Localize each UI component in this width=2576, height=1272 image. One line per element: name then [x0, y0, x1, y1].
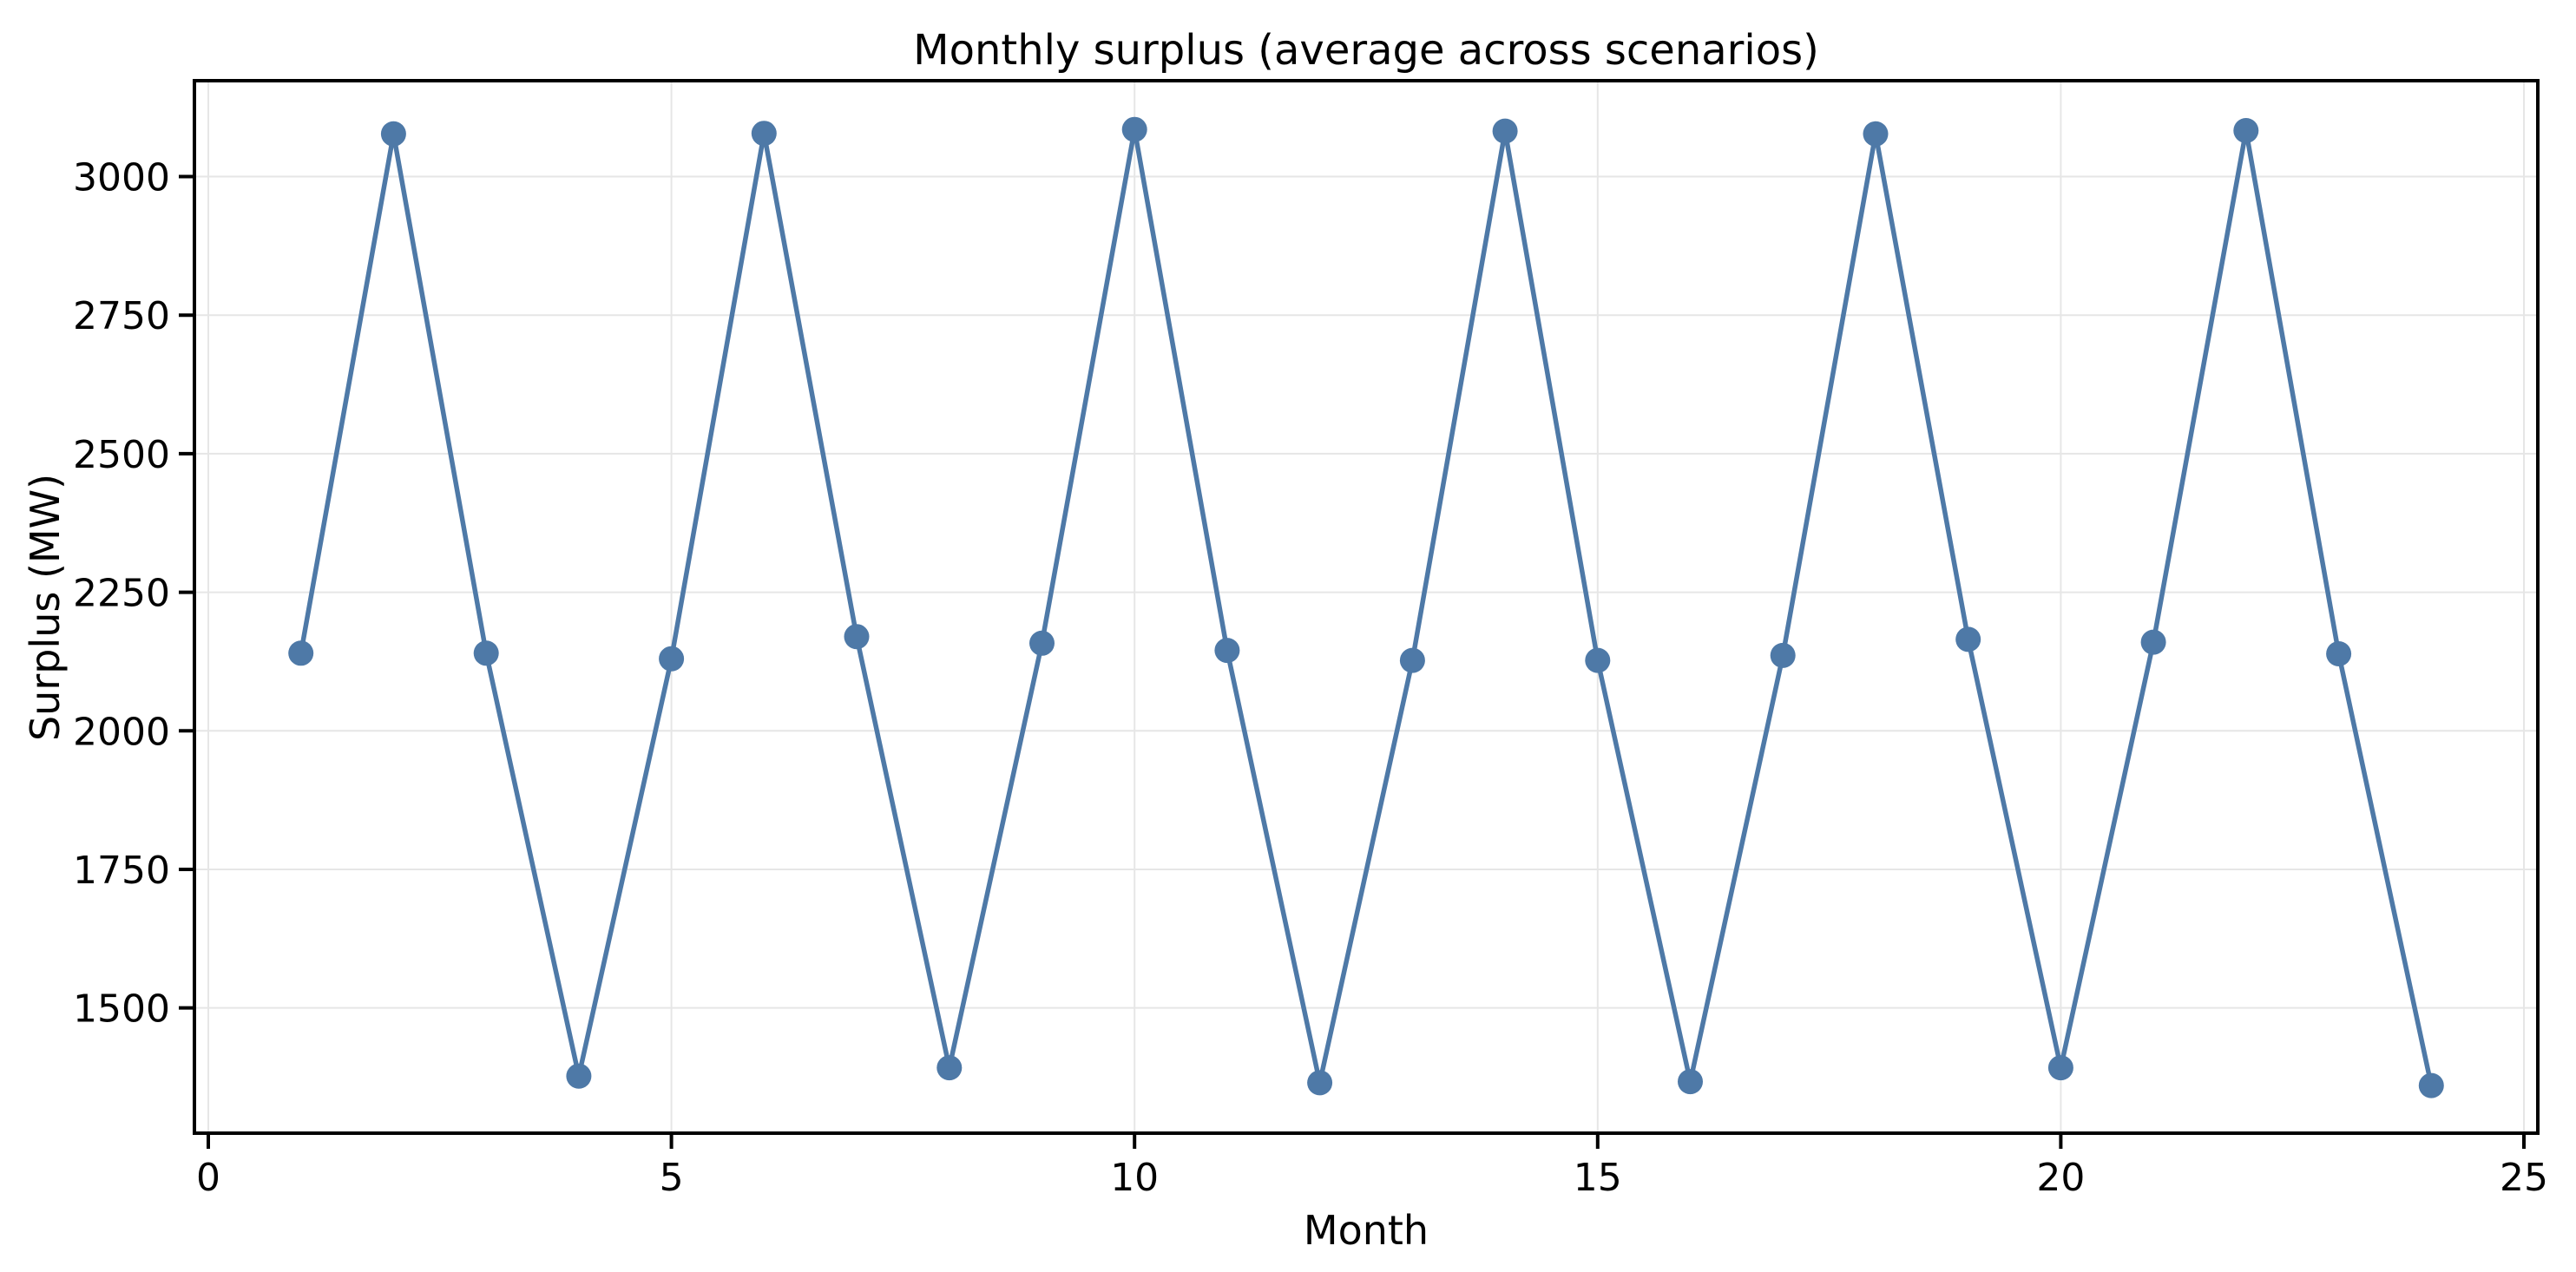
x-tick-label-10: 10 [1110, 1156, 1159, 1200]
y-tick-labels: 1500 1750 2000 2250 2500 2750 3000 [73, 156, 170, 1032]
data-point-month-2 [380, 121, 406, 147]
data-point-month-5 [659, 646, 685, 672]
data-point-month-4 [566, 1063, 592, 1089]
x-tick-labels: 0 5 10 15 20 25 [196, 1156, 2548, 1200]
data-point-month-10 [1121, 116, 1147, 142]
y-axis-label: Surplus (MW) [22, 474, 69, 741]
data-point-month-22 [2233, 118, 2259, 143]
data-point-month-18 [1863, 121, 1889, 147]
data-point-month-1 [288, 640, 314, 666]
y-tick-label-1500: 1500 [73, 987, 170, 1032]
x-axis-ticks [207, 1133, 2526, 1149]
data-point-month-16 [1678, 1069, 1703, 1095]
data-point-month-12 [1307, 1070, 1333, 1096]
data-point-month-8 [936, 1055, 963, 1081]
vertical-gridlines [207, 81, 2525, 1133]
series-line [298, 127, 2435, 1088]
y-tick-label-2250: 2250 [73, 572, 170, 616]
horizontal-gridlines [194, 175, 2538, 1009]
data-point-month-15 [1585, 647, 1611, 673]
data-point-month-13 [1399, 647, 1425, 673]
plot-border [193, 79, 2540, 1135]
y-tick-label-1750: 1750 [73, 849, 170, 893]
data-point-month-24 [2418, 1072, 2444, 1098]
data-point-month-23 [2326, 641, 2352, 666]
y-tick-label-2750: 2750 [73, 294, 170, 338]
x-tick-label-20: 20 [2036, 1156, 2085, 1200]
data-point-month-3 [473, 640, 499, 666]
x-tick-label-25: 25 [2500, 1156, 2548, 1200]
y-tick-label-2500: 2500 [73, 433, 170, 477]
data-point-month-9 [1029, 630, 1055, 656]
y-tick-label-3000: 3000 [73, 156, 170, 200]
x-tick-label-5: 5 [660, 1156, 684, 1200]
data-point-month-19 [1955, 626, 1981, 652]
data-point-month-6 [751, 121, 777, 147]
x-tick-label-0: 0 [196, 1156, 220, 1200]
data-point-month-14 [1492, 118, 1518, 144]
chart-title: Monthly surplus (average across scenario… [913, 26, 1819, 75]
x-tick-label-15: 15 [1574, 1156, 1622, 1200]
data-point-month-17 [1770, 642, 1796, 668]
y-axis-ticks [179, 174, 194, 1010]
x-axis-label: Month [1304, 1207, 1429, 1254]
series-monthly-surplus [288, 116, 2444, 1098]
data-point-month-7 [844, 624, 870, 650]
data-point-month-20 [2047, 1055, 2073, 1081]
y-tick-label-2000: 2000 [73, 710, 170, 754]
data-point-month-11 [1214, 638, 1240, 664]
data-point-month-21 [2140, 629, 2166, 655]
